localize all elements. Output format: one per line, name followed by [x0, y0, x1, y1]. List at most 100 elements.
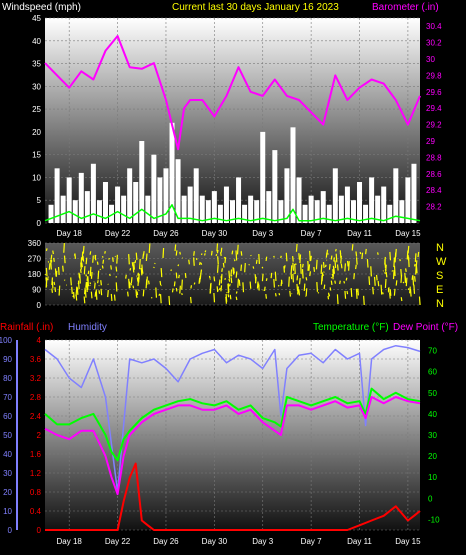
- wind-direction-mark: [204, 250, 207, 253]
- windspeed-bar: [181, 195, 187, 223]
- wind-direction-mark: [79, 273, 81, 284]
- wind-direction-mark: [370, 266, 372, 277]
- wind-direction-mark: [72, 292, 75, 299]
- wind-direction-mark: [340, 263, 343, 269]
- wind-direction-mark: [55, 270, 58, 277]
- wind-direction-mark: [222, 262, 225, 268]
- wind-direction-mark: [332, 269, 335, 277]
- wind-direction-mark: [218, 279, 221, 286]
- temp-y-tick-label: 30: [428, 431, 437, 440]
- windspeed-bar: [393, 168, 399, 223]
- wind-direction-mark: [107, 289, 109, 298]
- wind-direction-mark: [87, 270, 90, 275]
- windspeed-bar: [248, 195, 254, 223]
- wind-direction-mark: [296, 275, 299, 281]
- windspeed-bar: [326, 204, 332, 223]
- wind-direction-mark: [84, 289, 87, 298]
- wind-direction-mark: [322, 274, 325, 276]
- wind-direction-mark: [394, 252, 397, 263]
- wind-direction-mark: [133, 262, 135, 270]
- wind-direction-mark: [393, 257, 396, 268]
- wind-direction-mark: [290, 272, 293, 280]
- wind-direction-mark: [87, 276, 90, 287]
- wind-direction-mark: [179, 285, 181, 294]
- wind-direction-mark: [240, 251, 243, 256]
- windspeed-bar: [278, 200, 284, 223]
- wind-direction-mark: [366, 259, 369, 268]
- wind-y-tick-label: 30: [32, 82, 41, 91]
- wind-direction-mark: [226, 291, 228, 294]
- wind-direction-mark: [391, 270, 394, 272]
- baro-y-tick-label: 29.6: [426, 88, 442, 97]
- wind-direction-mark: [365, 248, 367, 255]
- wind-direction-mark: [322, 262, 325, 268]
- wind-direction-mark: [213, 276, 216, 282]
- wind-direction-mark: [173, 281, 176, 287]
- wind-direction-mark: [261, 273, 264, 282]
- wind-direction-mark: [129, 268, 132, 271]
- wind-direction-mark: [233, 259, 236, 262]
- wind-x-tick-label: Day 15: [395, 229, 421, 238]
- wind-direction-mark: [135, 252, 138, 260]
- wind-direction-mark: [261, 266, 264, 269]
- wind-direction-mark: [89, 251, 92, 255]
- wind-direction-mark: [62, 265, 64, 272]
- windspeed-bar: [260, 131, 266, 223]
- wind-direction-mark: [407, 256, 410, 268]
- humidity-y-tick-label: 30: [3, 469, 12, 478]
- wind-direction-mark: [414, 253, 417, 262]
- wind-direction-mark: [273, 279, 276, 288]
- wind-direction-mark: [230, 277, 233, 284]
- wind-direction-mark: [229, 294, 232, 300]
- wind-direction-mark: [346, 260, 349, 267]
- wind-direction-mark: [385, 264, 387, 272]
- wind-direction-mark: [296, 283, 299, 291]
- wind-direction-mark: [418, 296, 421, 306]
- wind-direction-mark: [71, 286, 73, 294]
- windspeed-bar: [350, 200, 356, 223]
- temp-y-tick-label: 40: [428, 410, 437, 419]
- direction-y-tick-label: 180: [28, 270, 42, 279]
- wind-direction-mark: [305, 288, 308, 297]
- wind-direction-mark: [193, 257, 195, 266]
- wind-direction-mark: [134, 260, 137, 264]
- wind-direction-mark: [224, 277, 226, 280]
- wind-direction-mark: [249, 281, 252, 289]
- humidity-y-tick-label: 0: [8, 526, 13, 535]
- wind-direction-mark: [52, 250, 54, 255]
- wind-direction-mark: [301, 263, 304, 268]
- wind-direction-mark: [132, 285, 135, 289]
- wind-direction-mark: [236, 244, 239, 255]
- windspeed-bar: [84, 191, 90, 223]
- wind-direction-mark: [299, 263, 302, 274]
- direction-y-tick-label: 360: [28, 239, 42, 248]
- wind-direction-mark: [53, 281, 56, 285]
- wind-direction-mark: [109, 273, 111, 277]
- wind-direction-mark: [83, 296, 86, 304]
- wind-direction-mark: [216, 243, 219, 252]
- wind-direction-mark: [406, 250, 409, 260]
- temp-y-tick-label: -10: [428, 515, 440, 524]
- wind-direction-mark: [292, 262, 295, 271]
- wind-direction-mark: [175, 272, 178, 279]
- wind-direction-mark: [373, 276, 376, 286]
- wind-direction-mark: [85, 274, 88, 277]
- rain-x-tick-label: Day 7: [301, 537, 322, 546]
- wind-direction-mark: [389, 251, 392, 261]
- wind-x-tick-label: Day 3: [252, 229, 273, 238]
- windspeed-bar: [314, 200, 320, 223]
- wind-direction-mark: [79, 269, 82, 273]
- wind-direction-mark: [325, 264, 327, 267]
- wind-direction-mark: [228, 283, 231, 287]
- wind-direction-mark: [100, 288, 103, 296]
- wind-direction-mark: [171, 288, 174, 293]
- wind-direction-mark: [86, 282, 88, 293]
- compass-label-e: E: [436, 284, 443, 296]
- wind-y-tick-label: 10: [32, 173, 41, 182]
- wind-direction-mark: [368, 276, 371, 285]
- windspeed-bar: [163, 168, 169, 223]
- wind-direction-mark: [339, 280, 341, 285]
- wind-direction-mark: [47, 261, 50, 263]
- wind-direction-mark: [181, 293, 183, 296]
- windspeed-bar: [133, 182, 139, 223]
